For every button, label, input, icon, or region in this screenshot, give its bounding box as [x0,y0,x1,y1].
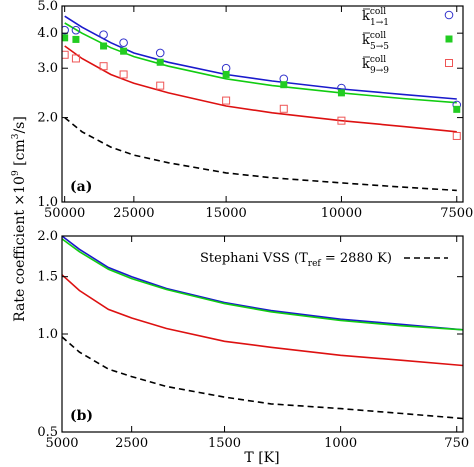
panel-a-frame [61,5,464,203]
data-point [156,81,165,90]
y-tick-label: 0.5 [37,425,58,440]
data-point [337,116,346,125]
data-point [155,48,165,58]
data-point [222,70,230,78]
data-point [72,35,80,43]
x-tick-label: 10000 [321,206,362,221]
x-tick-label: 1000 [324,436,357,451]
data-point [99,30,108,40]
panel-a-legend: kcoll 1→1 kcoll 5→5 kcoll 9→9 [362,7,454,76]
data-point [120,47,128,55]
data-point [156,58,164,66]
y-tick-label: 1.0 [37,195,58,210]
data-point [71,25,81,35]
series-line [62,336,463,420]
data-point [453,105,461,113]
x-tick-label: 5000 [45,436,78,451]
data-point [222,96,231,105]
data-point [279,104,288,113]
panel-b-tag: (b) [70,408,93,424]
legend-marker [445,59,453,67]
series-line [62,274,463,367]
series-line [64,45,457,133]
data-point [71,54,80,63]
y-tick-label: 1.5 [37,270,58,285]
x-axis-label: T [K] [244,450,279,466]
series-line [64,116,457,192]
x-tick-label: 750 [444,436,469,451]
x-tick-label: 25000 [113,206,154,221]
data-point [62,50,69,59]
x-tick-label: 2500 [115,436,148,451]
x-tick-label: 1500 [208,436,241,451]
legend-entry-label: kcoll 1→1 [362,7,389,28]
data-point [280,81,288,89]
y-axis-label: Rate coefficient ×109 [cm3/s] [11,116,28,322]
data-point [99,62,108,71]
x-tick-label: 7500 [440,206,473,221]
series-line [62,238,463,331]
panel-b: 5000 2500 1500 1000 750 0.5 1.0 1.5 2.0 (b) Step… [37,229,469,451]
legend-entry-label: kcoll 9→9 [362,55,389,76]
panel-b-legend: Stephani VSS (Tref = 2880 K) [200,251,448,269]
legend-entry-label: kcoll 5→5 [362,31,389,52]
series-line [64,22,457,104]
series-line [62,236,463,331]
y-tick-label: 5.0 [37,0,58,14]
series-line [64,15,457,100]
y-tick-label: 2.0 [37,111,58,126]
panel-a-tag: (a) [70,179,92,195]
data-point [337,89,345,97]
data-point [119,38,128,47]
x-tick-label: 15000 [205,206,246,221]
y-tick-label: 4.0 [37,26,58,41]
data-point [119,70,128,79]
data-point [100,42,108,50]
y-tick-label: 2.0 [37,229,58,244]
panel-a: 50000 25000 15000 10000 75001.02.03.04.05.0 … [37,0,473,221]
legend-entry-label: Stephani VSS (Tref = 2880 K) [200,251,392,269]
y-tick-label: 3.0 [37,61,58,76]
data-point [452,131,461,140]
legend-marker [444,10,454,20]
data-point [62,25,69,35]
data-point [221,63,231,73]
legend-marker [445,35,453,43]
y-tick-label: 1.0 [37,327,58,342]
data-point [62,34,69,42]
x-tick-label: 50000 [44,206,85,221]
